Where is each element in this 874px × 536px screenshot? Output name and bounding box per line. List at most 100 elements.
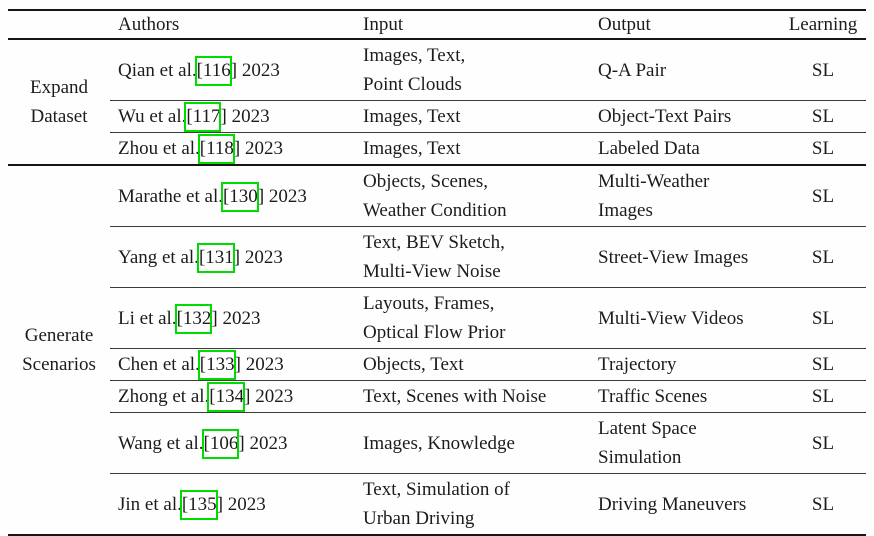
input-cell: Layouts, Frames, Optical Flow Prior bbox=[355, 287, 590, 349]
header-row: Authors Input Output Learning bbox=[8, 10, 866, 40]
input-line: Images, Text bbox=[363, 138, 461, 159]
paper-comparison-table: Authors Input Output Learning Expand Dat… bbox=[8, 9, 866, 536]
input-line: Text, Simulation of bbox=[363, 479, 510, 500]
citation-link[interactable]: [134 bbox=[209, 386, 245, 407]
output-cell: Latent Space Simulation bbox=[590, 412, 780, 474]
output-cell: Traffic Scenes bbox=[590, 380, 780, 413]
learning-cell: SL bbox=[811, 59, 835, 81]
author-name: Jin et al. bbox=[118, 493, 182, 515]
citation-close-bracket: ] bbox=[220, 106, 227, 127]
input-cell: Images, Knowledge bbox=[355, 412, 590, 474]
author-cell: Chen et al.[133] 2023 bbox=[110, 348, 355, 381]
input-line: Optical Flow Prior bbox=[363, 322, 506, 343]
output-cell: Trajectory bbox=[590, 348, 780, 381]
table-row: Expand Dataset Qian et al.[116] 2023 Ima… bbox=[8, 39, 866, 127]
citation-close-bracket: ] bbox=[233, 246, 241, 268]
input-line: Images, Knowledge bbox=[363, 432, 515, 454]
author-name: Wu et al. bbox=[118, 106, 187, 127]
output-line: Labeled Data bbox=[598, 138, 700, 159]
column-header-output: Output bbox=[590, 10, 780, 40]
author-name: Zhou et al. bbox=[118, 138, 200, 159]
input-cell: Text, Scenes with Noise bbox=[355, 380, 590, 413]
author-name: Marathe et al. bbox=[118, 185, 223, 207]
table-row: Chen et al.[133] 2023 Objects, Text Traj… bbox=[8, 348, 866, 381]
citation-link[interactable]: [131 bbox=[198, 246, 234, 268]
input-cell: Images, Text bbox=[355, 100, 590, 133]
author-cell: Yang et al.[131] 2023 bbox=[110, 226, 355, 288]
learning-cell: SL bbox=[780, 132, 866, 165]
author-cell: Zhou et al.[118] 2023 bbox=[110, 132, 355, 165]
citation-link[interactable]: [118 bbox=[199, 138, 234, 159]
publication-year: 2023 bbox=[245, 354, 284, 375]
citation-link[interactable]: [135 bbox=[181, 493, 217, 515]
input-cell: Objects, Scenes, Weather Condition bbox=[355, 164, 590, 227]
learning-cell: SL bbox=[780, 412, 866, 474]
publication-year: 2023 bbox=[244, 138, 283, 159]
output-cell: Driving Maneuvers bbox=[590, 473, 780, 535]
author-cell: Wang et al.[106] 2023 bbox=[110, 412, 355, 474]
input-cell: Images, Text bbox=[355, 132, 590, 165]
author-name: Wang et al. bbox=[118, 432, 204, 454]
citation-link[interactable]: [130 bbox=[222, 185, 258, 207]
output-line: Images bbox=[598, 200, 653, 221]
output-line: Latent Space bbox=[598, 418, 697, 439]
column-header-authors: Authors bbox=[110, 10, 355, 40]
learning-cell: SL bbox=[780, 348, 866, 381]
row-group-label-generate-scenarios: Generate Scenarios bbox=[8, 164, 110, 535]
output-cell: Object-Text Pairs bbox=[590, 100, 780, 133]
input-line: Images, Text, bbox=[363, 45, 466, 66]
publication-year: 2023 bbox=[241, 59, 280, 81]
publication-year: 2023 bbox=[249, 432, 288, 454]
output-line: Object-Text Pairs bbox=[598, 106, 732, 127]
input-line: Weather Condition bbox=[363, 200, 507, 221]
column-header-learning: Learning bbox=[780, 10, 866, 40]
output-line: Street-View Images bbox=[598, 246, 749, 268]
row-group-label-expand-dataset: Expand Dataset bbox=[29, 77, 89, 127]
output-line: Multi-View Videos bbox=[598, 307, 744, 329]
publication-year: 2023 bbox=[244, 246, 283, 268]
citation-link[interactable]: [106 bbox=[203, 432, 239, 454]
input-line: Text, BEV Sketch, bbox=[363, 232, 505, 253]
column-header-input: Input bbox=[355, 10, 590, 40]
column-header-group-empty bbox=[8, 10, 110, 40]
output-cell: Street-View Images bbox=[590, 226, 780, 288]
input-cell: Text, Simulation of Urban Driving bbox=[355, 473, 590, 535]
author-name: Zhong et al. bbox=[118, 386, 210, 407]
input-line: Images, Text bbox=[363, 106, 461, 127]
author-cell: Wu et al.[117] 2023 bbox=[110, 100, 355, 133]
table-row: Yang et al.[131] 2023 Text, BEV Sketch, … bbox=[8, 226, 866, 288]
output-cell: Multi-Weather Images bbox=[590, 164, 780, 227]
author-name: Qian et al. bbox=[118, 59, 197, 81]
citation-close-bracket: ] bbox=[238, 432, 245, 454]
author-name: Chen et al. bbox=[118, 354, 200, 375]
learning-cell: SL bbox=[780, 100, 866, 133]
output-line: Simulation bbox=[598, 447, 682, 468]
table-row: Jin et al.[135] 2023 Text, Simulation of… bbox=[8, 473, 866, 535]
author-cell: Zhong et al.[134] 2023 bbox=[110, 380, 355, 413]
publication-year: 2023 bbox=[222, 307, 261, 329]
publication-year: 2023 bbox=[231, 106, 270, 127]
learning-cell: SL bbox=[780, 287, 866, 349]
citation-link[interactable]: [133 bbox=[199, 354, 235, 375]
table-row: Li et al.[132] 2023 Layouts, Frames, Opt… bbox=[8, 287, 866, 349]
input-line: Objects, Text bbox=[363, 354, 464, 375]
citation-link[interactable]: [116 bbox=[196, 59, 231, 81]
table-row: Zhou et al.[118] 2023 Images, Text Label… bbox=[8, 132, 866, 165]
input-cell: Text, BEV Sketch, Multi-View Noise bbox=[355, 226, 590, 288]
output-line: Multi-Weather bbox=[598, 171, 710, 192]
citation-link[interactable]: [117 bbox=[186, 106, 221, 127]
learning-cell: SL bbox=[780, 226, 866, 288]
output-line: Trajectory bbox=[598, 354, 677, 375]
author-name: Li et al. bbox=[118, 307, 177, 329]
citation-close-bracket: ] bbox=[234, 354, 241, 375]
input-line: Point Clouds bbox=[363, 74, 462, 95]
citation-link[interactable]: [132 bbox=[176, 307, 212, 329]
citation-close-bracket: ] bbox=[257, 185, 265, 207]
author-name: Yang et al. bbox=[118, 246, 199, 268]
publication-year: 2023 bbox=[227, 493, 266, 515]
table-row: Generate Scenarios Marathe et al.[130] 2… bbox=[8, 164, 866, 535]
output-cell: Multi-View Videos bbox=[590, 287, 780, 349]
citation-close-bracket: ] bbox=[216, 493, 224, 515]
input-line: Layouts, Frames, bbox=[363, 293, 495, 314]
table-row: Wang et al.[106] 2023 Images, Knowledge … bbox=[8, 412, 866, 474]
